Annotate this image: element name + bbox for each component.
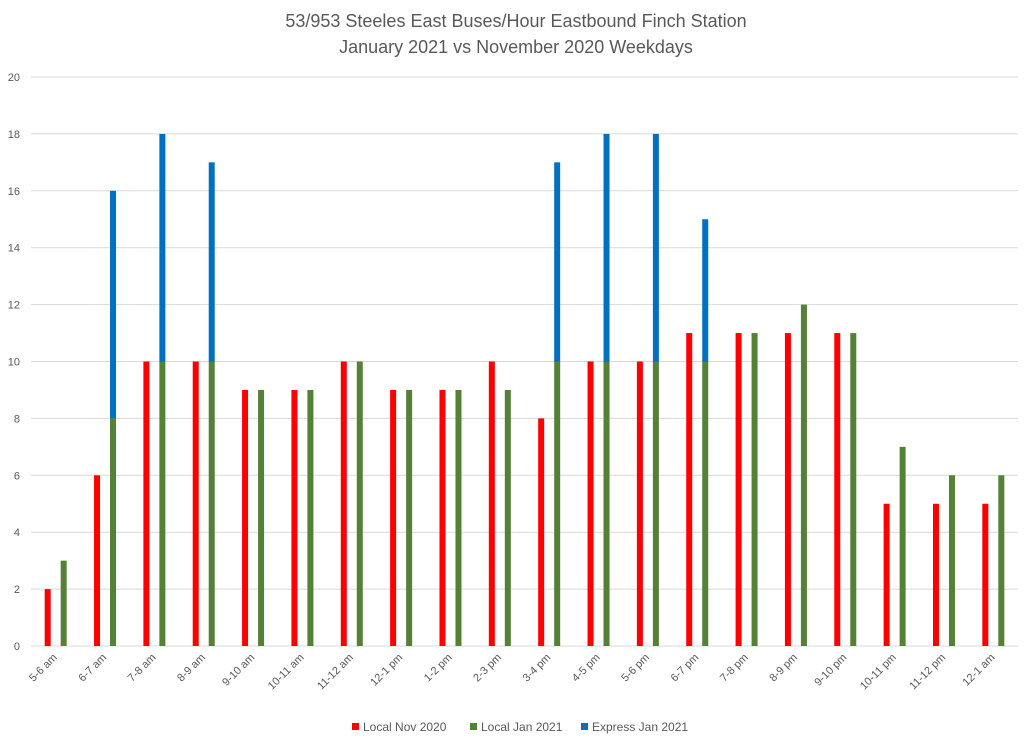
x-tick-label: 2-3 pm <box>471 652 504 685</box>
bar-local-jan-2021 <box>208 361 215 646</box>
legend-swatch <box>470 723 477 730</box>
bar-local-jan-2021 <box>751 333 758 646</box>
gridlines <box>31 76 1018 647</box>
bar-local-jan-2021 <box>702 361 709 646</box>
x-tick-label: 12-1 pm <box>368 652 405 689</box>
legend-swatch <box>581 723 588 730</box>
bar-local-nov-2020 <box>784 333 791 646</box>
bar-local-nov-2020 <box>143 361 150 646</box>
y-tick-label: 20 <box>8 72 20 84</box>
bar-local-nov-2020 <box>735 333 742 646</box>
x-tick-label: 5-6 pm <box>619 652 652 685</box>
x-tick-label: 7-8 am <box>126 652 159 685</box>
bar-local-nov-2020 <box>242 389 249 646</box>
y-tick-label: 2 <box>14 584 20 596</box>
bar-local-nov-2020 <box>636 361 643 646</box>
y-tick-label: 4 <box>14 527 20 539</box>
bar-local-jan-2021 <box>455 389 462 646</box>
x-tick-label: 9-10 pm <box>812 652 849 689</box>
legend-label: Local Nov 2020 <box>363 720 447 734</box>
x-tick-label: 11-12 pm <box>907 652 948 693</box>
bar-local-nov-2020 <box>932 503 939 646</box>
bar-local-jan-2021 <box>850 333 857 646</box>
bar-local-jan-2021 <box>504 389 511 646</box>
bar-local-jan-2021 <box>60 560 67 646</box>
bar-express-jan-2021 <box>110 190 117 419</box>
bar-local-jan-2021 <box>948 475 955 646</box>
bar-local-nov-2020 <box>439 389 446 646</box>
bar-express-jan-2021 <box>554 162 561 362</box>
y-tick-label: 6 <box>14 470 20 482</box>
bar-local-nov-2020 <box>587 361 594 646</box>
bar-local-nov-2020 <box>686 333 693 646</box>
legend-label: Express Jan 2021 <box>592 720 688 734</box>
x-tick-label: 4-5 pm <box>570 652 603 685</box>
legend-label: Local Jan 2021 <box>481 720 563 734</box>
bar-local-nov-2020 <box>192 361 199 646</box>
x-tick-label: 6-7 am <box>76 652 109 685</box>
x-tick-label: 8-9 pm <box>767 652 800 685</box>
bar-local-nov-2020 <box>44 589 51 646</box>
bar-local-jan-2021 <box>998 475 1005 646</box>
y-tick-label: 16 <box>8 186 20 198</box>
x-tick-label: 6-7 pm <box>669 652 702 685</box>
bar-local-nov-2020 <box>291 389 298 646</box>
legend-swatch <box>352 723 359 730</box>
bar-local-jan-2021 <box>406 389 413 646</box>
x-tick-label: 7-8 pm <box>718 652 751 685</box>
bar-local-nov-2020 <box>883 503 890 646</box>
x-tick-label: 9-10 am <box>220 652 257 689</box>
x-tick-label: 12-1 am <box>960 652 997 689</box>
bar-local-jan-2021 <box>554 361 561 646</box>
bar-local-jan-2021 <box>110 418 117 646</box>
bar-local-nov-2020 <box>390 389 397 646</box>
y-tick-label: 10 <box>8 357 20 369</box>
bar-express-jan-2021 <box>159 133 166 362</box>
bar-express-jan-2021 <box>652 133 659 362</box>
bar-local-nov-2020 <box>982 503 989 646</box>
y-tick-label: 18 <box>8 129 20 141</box>
bar-express-jan-2021 <box>208 162 215 362</box>
x-tick-label: 3-4 pm <box>521 652 554 685</box>
x-axis-ticks: 5-6 am 6-7 am 7-8 am 8-9 am 9-10 am 10-11 am 1… <box>27 652 997 693</box>
bar-local-jan-2021 <box>307 389 314 646</box>
x-tick-label: 1-2 pm <box>422 652 455 685</box>
bar-express-jan-2021 <box>702 219 709 362</box>
y-tick-label: 14 <box>8 243 20 255</box>
bar-local-jan-2021 <box>800 304 807 646</box>
bar-local-nov-2020 <box>340 361 347 646</box>
x-tick-label: 11-12 am <box>315 652 356 693</box>
bar-express-jan-2021 <box>603 133 610 362</box>
chart-title: 53/953 Steeles East Buses/Hour Eastbound… <box>285 11 746 31</box>
bar-local-nov-2020 <box>834 333 841 646</box>
y-tick-label: 0 <box>14 641 20 653</box>
x-tick-label: 10-11 am <box>266 652 307 693</box>
bars <box>44 133 1005 646</box>
x-tick-label: 5-6 am <box>27 652 60 685</box>
bar-local-jan-2021 <box>652 361 659 646</box>
bar-local-jan-2021 <box>356 361 363 646</box>
bar-local-jan-2021 <box>258 389 265 646</box>
y-axis-ticks: 0 2 4 6 8 10 12 14 16 18 20 <box>8 72 20 653</box>
x-tick-label: 8-9 am <box>175 652 208 685</box>
bar-local-jan-2021 <box>899 446 906 646</box>
y-tick-label: 12 <box>8 300 20 312</box>
chart-subtitle: January 2021 vs November 2020 Weekdays <box>339 37 693 57</box>
bar-local-jan-2021 <box>603 361 610 646</box>
bar-local-nov-2020 <box>488 361 495 646</box>
bar-local-nov-2020 <box>538 418 545 646</box>
bar-local-jan-2021 <box>159 361 166 646</box>
y-tick-label: 8 <box>14 413 20 425</box>
bar-local-nov-2020 <box>94 475 101 646</box>
x-tick-label: 10-11 pm <box>858 652 899 693</box>
legend: Local Nov 2020 Local Jan 2021 Express Jan … <box>352 720 688 734</box>
